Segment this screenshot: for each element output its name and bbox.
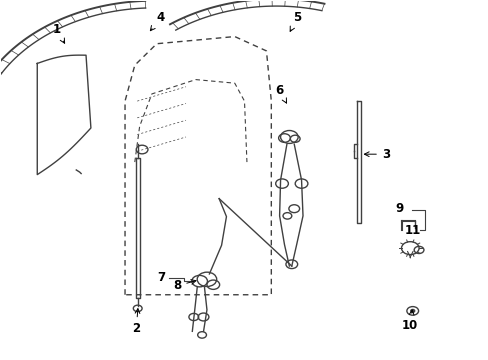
Text: 11: 11 — [404, 224, 420, 237]
Text: 3: 3 — [364, 148, 389, 161]
Text: 7: 7 — [157, 271, 165, 284]
Text: 8: 8 — [173, 279, 196, 292]
Text: 10: 10 — [401, 310, 418, 332]
Text: 9: 9 — [395, 202, 403, 215]
Text: 1: 1 — [53, 23, 64, 43]
Circle shape — [410, 310, 414, 312]
Text: 6: 6 — [275, 84, 286, 103]
Text: 4: 4 — [150, 12, 164, 31]
Text: 5: 5 — [289, 12, 301, 31]
Text: 2: 2 — [132, 309, 140, 335]
